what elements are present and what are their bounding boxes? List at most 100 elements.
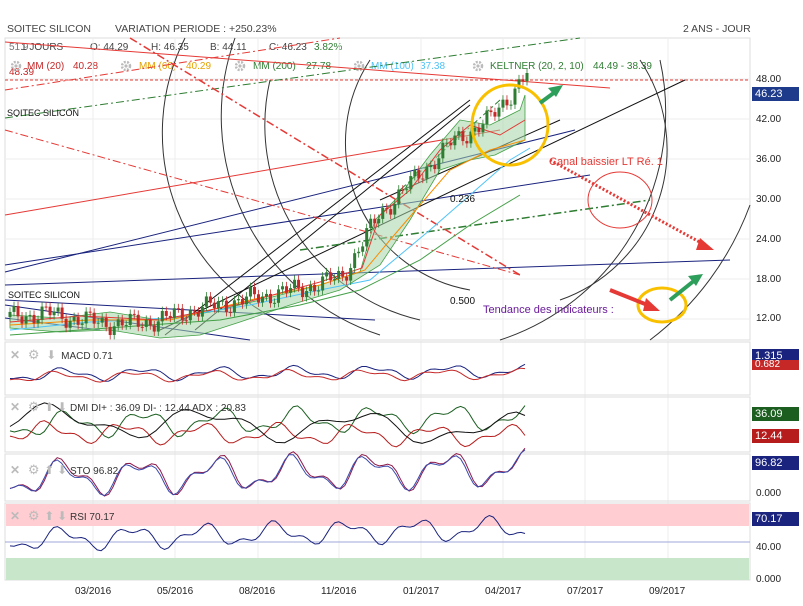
candle-body bbox=[220, 300, 224, 302]
macd-value: 0.71 bbox=[93, 351, 113, 362]
price-tick: 36.00 bbox=[756, 154, 782, 165]
mm20-label[interactable]: MM (20) bbox=[27, 61, 65, 72]
target-arrow-icon bbox=[696, 238, 714, 250]
dmi-label: DMI bbox=[69, 403, 89, 414]
candle-body bbox=[425, 167, 429, 179]
mm200-label[interactable]: MM (200) bbox=[253, 61, 296, 72]
candle-body bbox=[128, 313, 132, 325]
mm20-value: 40.28 bbox=[73, 61, 99, 72]
candle-body bbox=[361, 246, 365, 252]
period-label[interactable]: 2 ANS - JOUR bbox=[683, 23, 751, 35]
candle-body bbox=[60, 307, 64, 319]
rsi-line bbox=[9, 514, 526, 552]
close-icon[interactable]: ✕ bbox=[10, 509, 21, 523]
candle-body bbox=[381, 207, 385, 219]
gear-icon[interactable]: ⚙ bbox=[27, 462, 40, 477]
candle-body bbox=[365, 228, 369, 247]
sto-lines bbox=[9, 447, 526, 497]
candle-body bbox=[461, 131, 465, 142]
candle-body bbox=[88, 311, 92, 313]
canal-annotation: Canal baissier LT Ré. 1 bbox=[549, 156, 663, 168]
sto-value: 96.82 bbox=[93, 466, 119, 477]
arrow-down-icon[interactable]: ⬇ bbox=[46, 348, 57, 362]
macd-line bbox=[9, 363, 526, 382]
dmi-values: DI+ : 36.09 DI- : 12.44 ADX : 20.83 bbox=[91, 403, 246, 414]
candle-body bbox=[140, 326, 144, 328]
gear-icon[interactable]: ⚙ bbox=[27, 347, 40, 362]
candle-body bbox=[493, 112, 497, 117]
candle-body bbox=[256, 294, 260, 303]
candle-body bbox=[405, 189, 409, 191]
candle-body bbox=[297, 279, 301, 288]
mm60-settings[interactable] bbox=[120, 60, 132, 75]
arrow-up-icon[interactable]: ⬆ bbox=[44, 400, 55, 414]
candle-body bbox=[248, 287, 252, 297]
keltner-settings[interactable] bbox=[472, 60, 484, 75]
candle-body bbox=[293, 279, 297, 289]
ohlc-open: O: 44.29 bbox=[90, 42, 129, 53]
candle-body bbox=[28, 314, 32, 317]
gear-icon[interactable]: ⚙ bbox=[27, 399, 40, 414]
candle-body bbox=[104, 317, 108, 327]
sto-tick: 0.000 bbox=[756, 488, 782, 499]
candle-body bbox=[457, 131, 461, 136]
dmi-box2: 12.44 bbox=[752, 429, 799, 443]
rsi-overbought-zone bbox=[6, 504, 749, 526]
mm100-label[interactable]: MM (100) bbox=[371, 61, 414, 72]
candle-body bbox=[465, 141, 469, 144]
candle-body bbox=[281, 286, 285, 290]
keltner-label[interactable]: KELTNER (20, 2, 10) bbox=[490, 61, 584, 72]
candle-body bbox=[252, 287, 256, 295]
arrow-up-icon[interactable]: ⬆ bbox=[44, 463, 55, 477]
highlight-ellipse bbox=[470, 83, 550, 167]
candle-body bbox=[224, 300, 228, 313]
mm200-line bbox=[9, 194, 521, 336]
arrow-down-icon[interactable]: ⬇ bbox=[57, 509, 68, 523]
x-tick: 08/2016 bbox=[239, 586, 276, 597]
indicator-ellipse bbox=[636, 286, 688, 324]
arrow-down-icon[interactable]: ⬇ bbox=[57, 463, 68, 477]
arrow-down-icon[interactable]: ⬇ bbox=[57, 400, 68, 414]
close-icon[interactable]: ✕ bbox=[10, 348, 21, 362]
candle-body bbox=[289, 288, 293, 293]
candle-body bbox=[172, 308, 176, 318]
up-arrow2-shaft bbox=[668, 278, 697, 302]
x-tick: 11/2016 bbox=[321, 586, 357, 597]
candle-body bbox=[136, 314, 140, 327]
adx-line bbox=[9, 402, 526, 444]
mm100-settings[interactable] bbox=[353, 60, 365, 75]
ohlc-low: B: 44.11 bbox=[210, 42, 247, 53]
candle-body bbox=[52, 311, 56, 316]
candle-body bbox=[417, 170, 421, 179]
sto-header: ✕ ⚙ ⬆ ⬇ STO 96.82 bbox=[10, 462, 118, 478]
candle-body bbox=[277, 289, 281, 303]
candle-body bbox=[124, 324, 128, 326]
price-tick: 42.00 bbox=[756, 114, 782, 125]
dmi-lines bbox=[9, 402, 526, 448]
sto-k-line bbox=[9, 447, 526, 497]
candle-body bbox=[313, 284, 317, 292]
arrow-up-icon[interactable]: ⬆ bbox=[44, 509, 55, 523]
candle-body bbox=[264, 293, 268, 297]
mm200-value: 27.78 bbox=[306, 61, 332, 72]
mm200-settings[interactable] bbox=[234, 60, 246, 75]
x-tick: 05/2016 bbox=[157, 586, 194, 597]
candle-body bbox=[108, 326, 112, 335]
gear-icon[interactable]: ⚙ bbox=[27, 508, 40, 523]
candle-body bbox=[305, 291, 309, 298]
sto-label: STO bbox=[69, 466, 91, 477]
candle-body bbox=[40, 306, 44, 320]
gear-icon bbox=[472, 60, 484, 72]
dmi-plus-line bbox=[9, 405, 526, 439]
candle-body bbox=[8, 311, 12, 318]
mm60-label[interactable]: MM (60) bbox=[139, 61, 177, 72]
close-icon[interactable]: ✕ bbox=[10, 463, 21, 477]
candle-body bbox=[329, 272, 333, 281]
mm20-settings[interactable] bbox=[10, 60, 22, 75]
candle-body bbox=[505, 99, 509, 106]
up-arrow-shaft bbox=[538, 90, 557, 105]
close-icon[interactable]: ✕ bbox=[10, 400, 21, 414]
candle-body bbox=[212, 302, 216, 309]
variation-periode: VARIATION PERIODE : +250.23% bbox=[115, 23, 277, 35]
